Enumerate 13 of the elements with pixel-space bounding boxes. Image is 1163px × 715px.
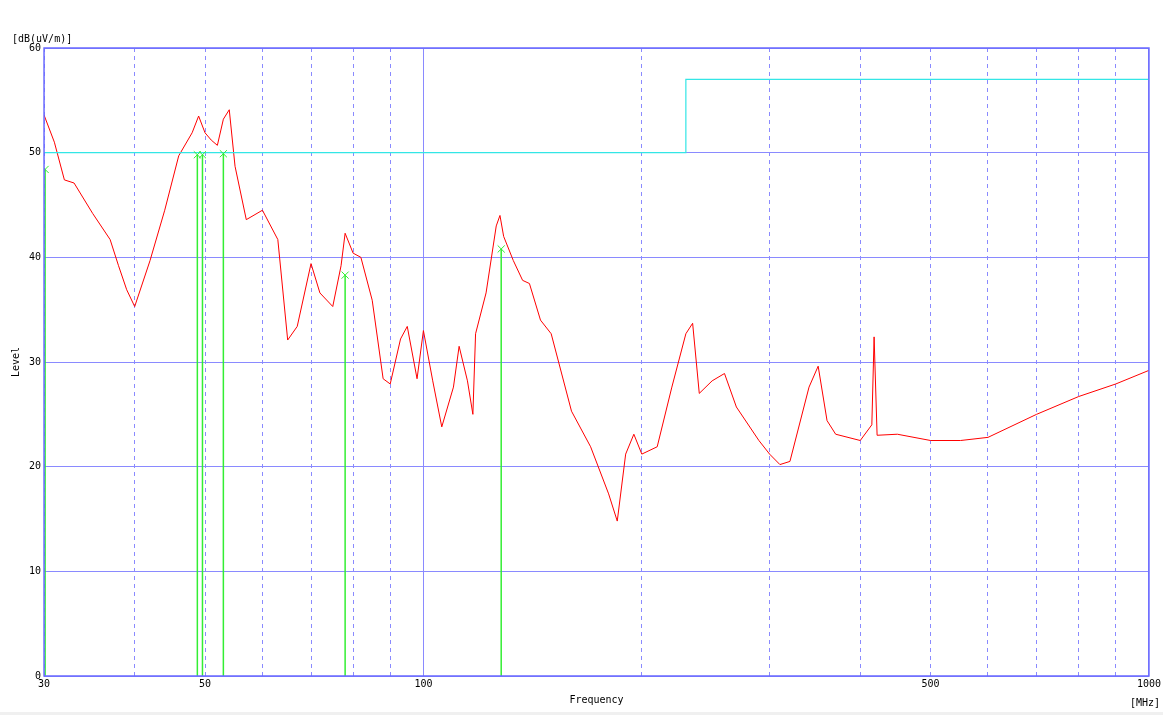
text: [dB(uV/m)] <box>12 32 73 44</box>
y-tick-label: 50 <box>28 146 42 158</box>
y-tick-label: 10 <box>28 564 42 576</box>
x-tick-label: 500 <box>921 677 940 689</box>
y-axis-title: Level <box>9 346 21 378</box>
x-axis-title: Frequency <box>569 693 624 705</box>
x-tick-label: 50 <box>198 677 212 689</box>
y-tick-label: 30 <box>28 355 42 367</box>
y-tick-label: 20 <box>28 460 42 472</box>
x-tick-label: 100 <box>414 677 433 689</box>
x-tick-label: 1000 <box>1136 677 1162 689</box>
y-tick-label: 40 <box>28 250 42 262</box>
text: [MHz] <box>1129 696 1160 708</box>
